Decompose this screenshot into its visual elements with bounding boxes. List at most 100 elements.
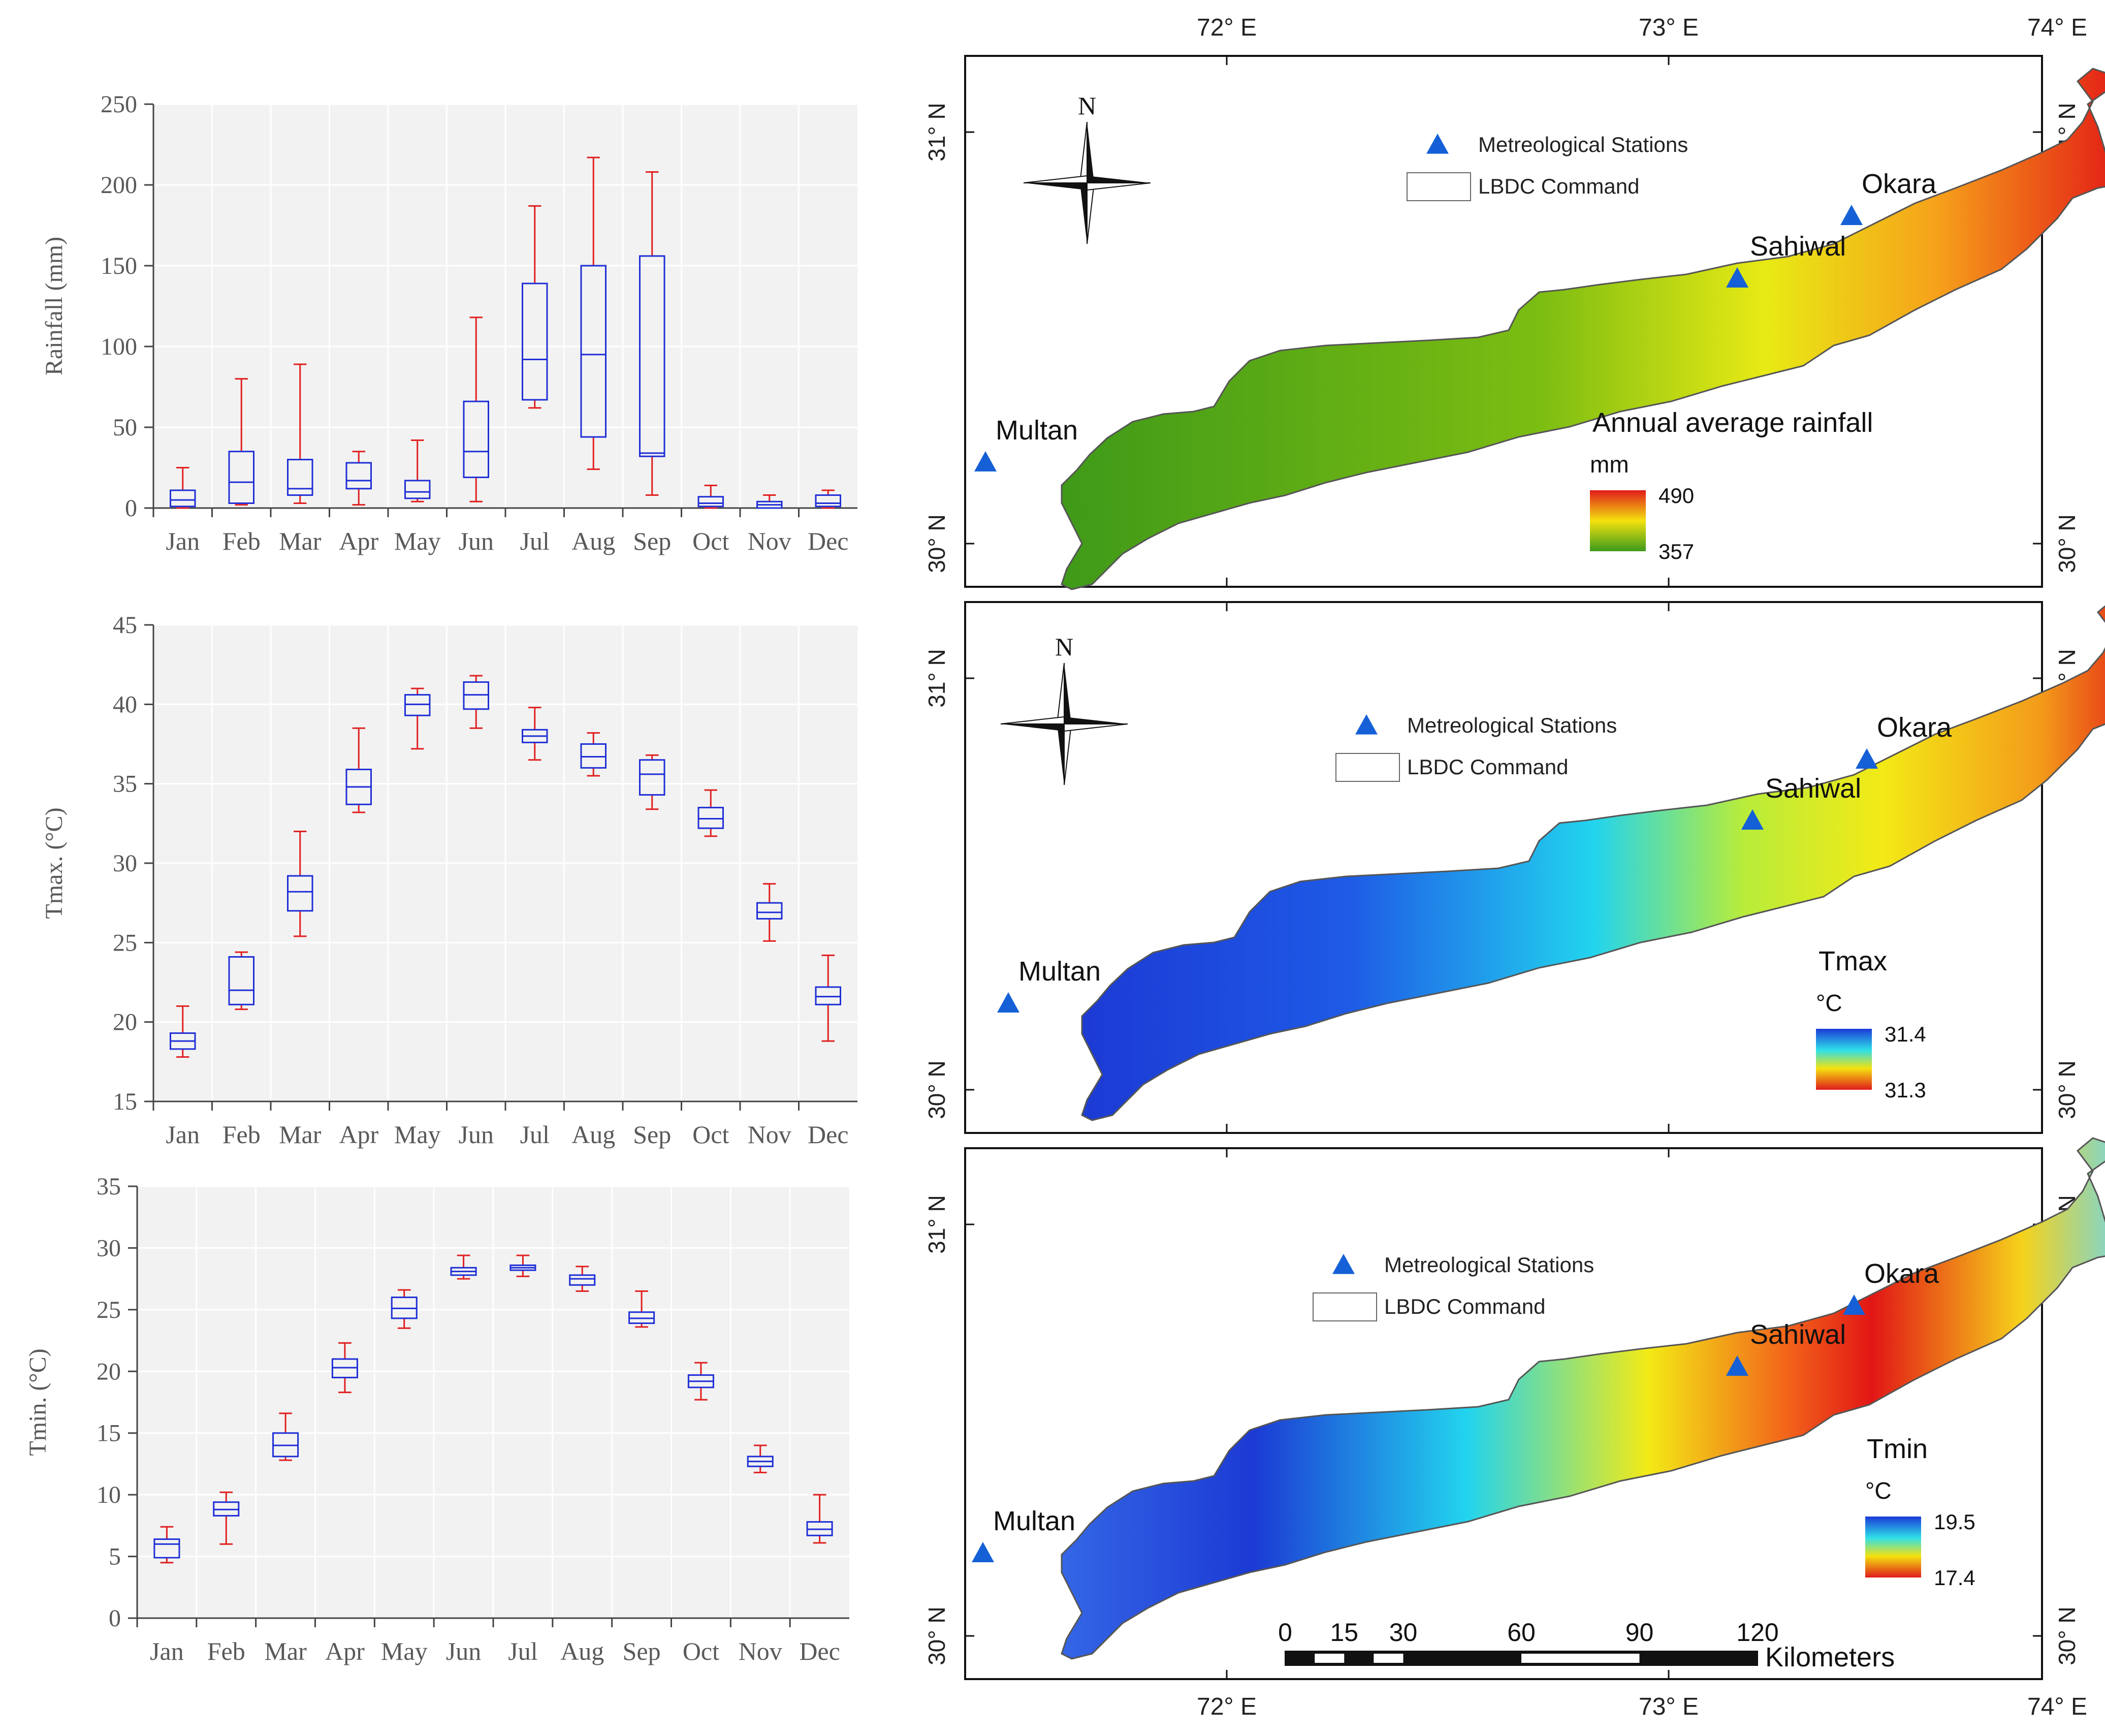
station-marker-icon [1856,748,1878,769]
box-oct [697,789,724,837]
station-marker-icon [997,992,1019,1013]
box-may [391,1289,418,1329]
lon-label-top: 73° E [1639,14,1699,41]
box-dec [815,489,842,509]
station-marker-icon [1843,1295,1865,1315]
x-tick-label: Feb [222,527,261,555]
y-tick-label: 25 [97,1297,121,1323]
scale-min-label: 357 [1659,540,1694,563]
x-tick-label: May [394,1120,441,1149]
station-label: Okara [1862,169,1937,199]
lon-label-bottom: 73° E [1639,1693,1699,1720]
scale-bar-label: 120 [1736,1618,1778,1647]
iqr-box [169,489,196,508]
iqr-box [286,459,313,496]
box-may [404,687,431,750]
x-tick-label: Oct [692,1120,729,1149]
lat-label-left: 30° N [923,514,950,573]
iqr-box [569,1274,596,1286]
north-arrow-icon [1023,121,1151,244]
iqr-box [580,743,607,769]
box-nov [756,494,783,509]
station-label: Sahiwal [1750,1319,1846,1350]
north-label: N [1078,91,1096,120]
box-jul [521,205,548,409]
y-tick-label: 20 [113,1009,137,1036]
spatial-maps: 72° E 72° E 73° E 73° E 74° E 74° E 31° N 31° N… [923,14,2105,1720]
lat-label-right: 30° N [2054,1606,2080,1665]
stations-legend-label: Metreological Stations [1384,1253,1594,1277]
scale-max-label: 490 [1659,484,1694,508]
y-tick-label: 30 [113,850,137,877]
box-sep [639,754,665,810]
x-tick-label: Jun [446,1637,481,1665]
lat-label-left: 30° N [923,1606,950,1665]
y-tick-label: 250 [101,91,137,118]
station-label: Multan [1018,956,1101,987]
box-jun [450,1254,477,1280]
x-tick-label: Aug [560,1637,604,1665]
y-tick-label: 100 [101,333,137,360]
map-color-scale [1590,490,1646,551]
scale-min-label: 17.4 [1934,1566,1975,1590]
map-legend-unit: °C [1865,1477,1892,1504]
x-tick-label: Jan [166,1120,200,1149]
y-tick-label: 40 [113,691,137,718]
x-tick-label: Apr [339,1120,378,1149]
x-tick-label: Jan [166,527,200,555]
iqr-box [639,255,665,457]
box-jun [463,675,490,729]
y-tick-label: 35 [113,771,137,798]
station-label: Sahiwal [1765,773,1861,804]
lat-label-left: 30° N [923,1060,950,1119]
y-tick-label: 5 [109,1543,121,1570]
command-legend-swatch [1335,753,1400,782]
lat-label-left: 31° N [923,1195,950,1254]
y-tick-label: 10 [97,1481,121,1508]
x-tick-label: Oct [692,527,729,555]
x-tick-label: Dec [808,1120,849,1149]
iqr-box [639,759,665,796]
x-tick-label: Sep [633,1120,671,1149]
y-tick-label: 35 [97,1173,121,1200]
box-feb [228,951,255,1011]
north-label: N [1055,633,1073,661]
iqr-box [815,986,842,1005]
iqr-box [345,462,372,490]
lon-label-top: 74° E [2027,14,2087,41]
iqr-box [815,494,842,508]
command-legend-label: LBDC Command [1478,174,1639,198]
station-label: Sahiwal [1750,231,1846,262]
stations-legend-label: Metreological Stations [1478,133,1688,156]
x-tick-label: Apr [325,1637,365,1665]
boxplot-chart-3: 0 5 10 15 20 25 30 35 Tmin. (°C) Jan Feb Mar Apr May J… [24,1173,849,1665]
station-label: Okara [1864,1258,1939,1289]
x-tick-label: Jul [520,527,550,555]
box-feb [213,1491,240,1545]
x-tick-label: Apr [339,527,378,555]
x-tick-label: Jun [459,527,494,555]
y-tick-label: 50 [113,414,137,441]
y-tick-label: 30 [97,1235,121,1261]
station-label: Multan [996,415,1078,446]
scale-min-label: 31.3 [1885,1078,1926,1102]
x-tick-label: Feb [222,1120,261,1149]
x-tick-label: Nov [748,527,791,555]
x-tick-label: Aug [571,1120,615,1149]
box-feb [228,378,255,506]
y-tick-label: 200 [101,172,137,199]
scale-bar-label: 0 [1278,1618,1292,1647]
box-aug [580,156,607,470]
map-legend-title: Tmin [1867,1434,1928,1464]
x-tick-label: Dec [799,1637,840,1665]
x-tick-label: May [381,1637,428,1665]
scale-bar-label: 15 [1330,1618,1358,1647]
box-apr [331,1342,358,1394]
boxplot-chart-1: 0 50 100 150 200 250 Rainfall (mm) Jan Feb Mar Apr… [41,91,857,555]
lat-label-right: 30° N [2054,1060,2080,1119]
station-marker-icon [1741,809,1764,830]
north-arrow-icon [1000,662,1128,785]
box-oct [687,1362,714,1401]
